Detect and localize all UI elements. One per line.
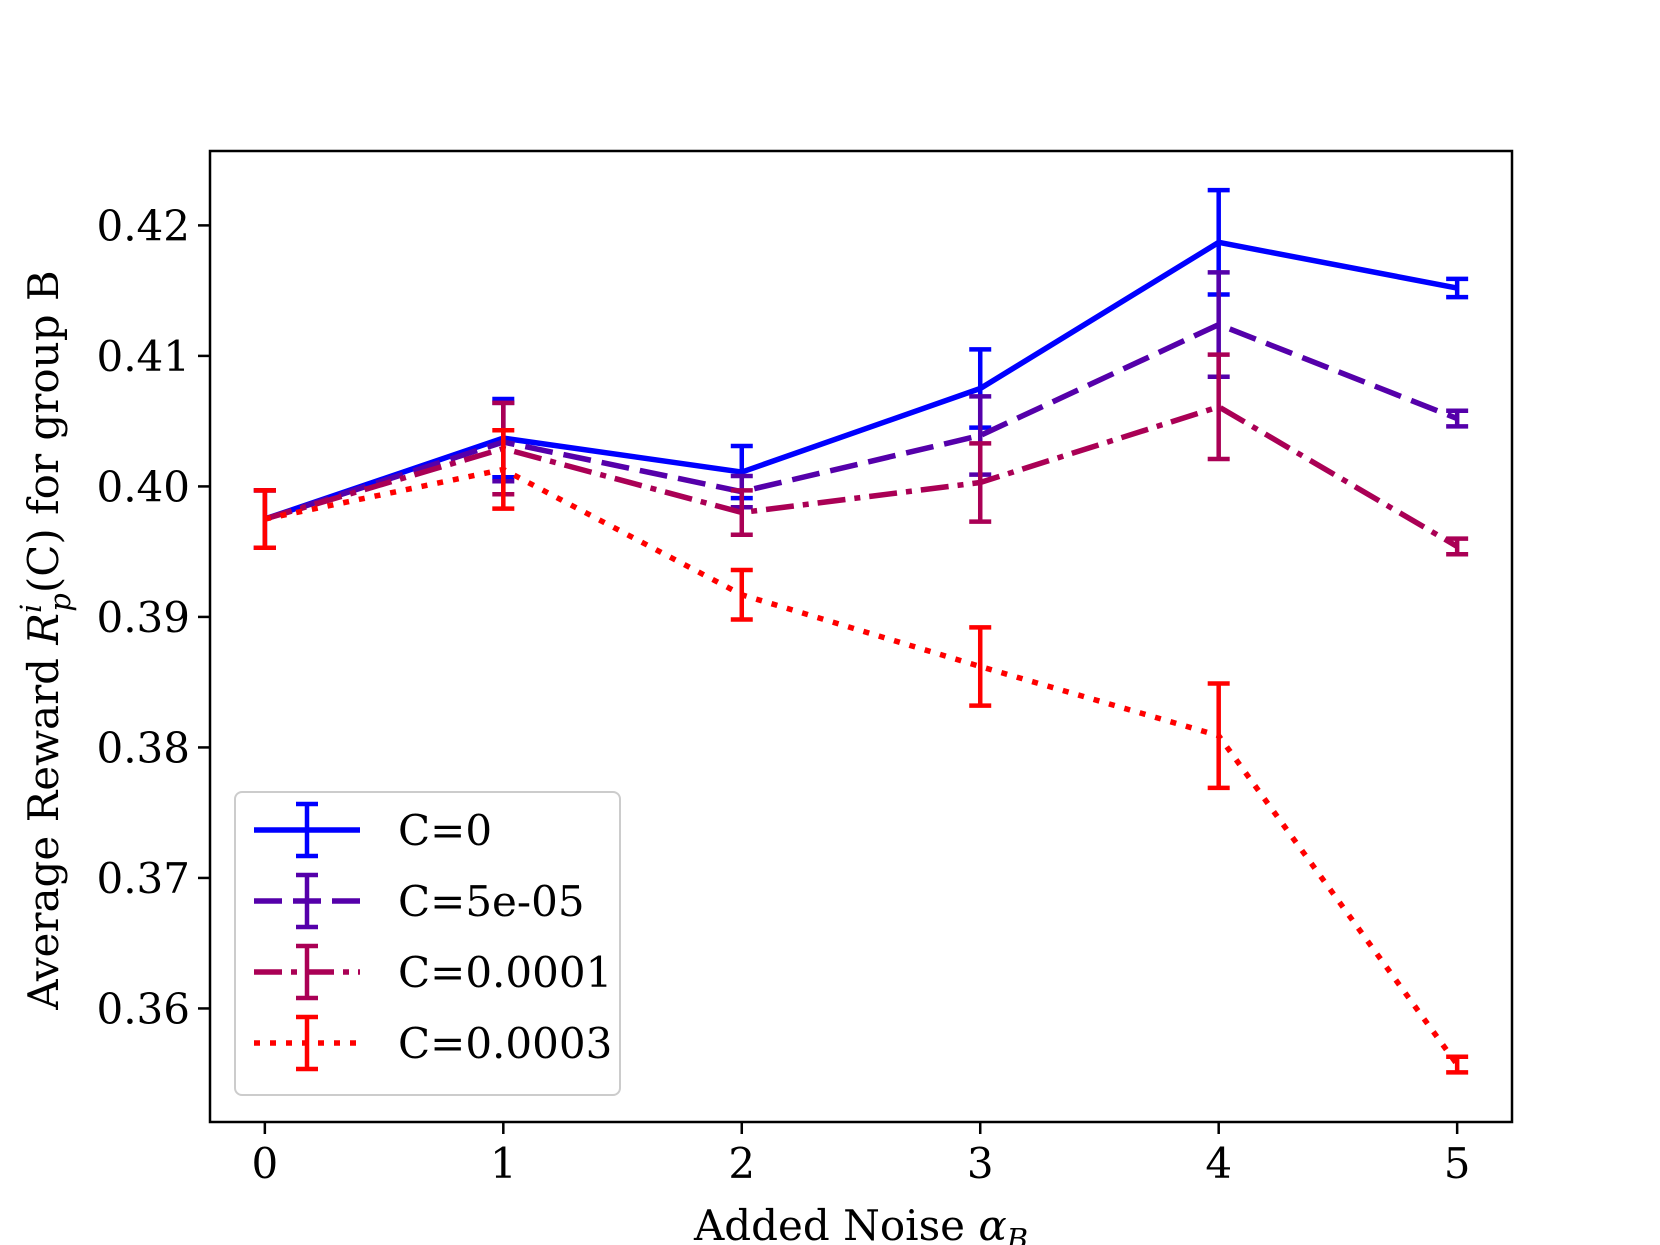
- x-axis-label: Added Noise αB: [693, 1201, 1028, 1245]
- error-bar: [253, 488, 276, 551]
- series-4: [253, 428, 1469, 1075]
- y-axis-label: Average Reward Rip(C) for group B: [14, 270, 77, 1011]
- y-tick-label: 0.38: [96, 723, 190, 772]
- x-tick-label: 3: [967, 1139, 994, 1188]
- error-bar: [1207, 681, 1230, 791]
- error-bar: [1446, 408, 1469, 429]
- error-bar: [969, 441, 992, 524]
- y-tick-label: 0.40: [96, 462, 190, 511]
- legend: C=0 C=5e-05 C=0.0001 C=0.0003: [234, 791, 621, 1096]
- legend-frame: [234, 791, 621, 1096]
- legend-label: C=0.0003: [398, 1019, 612, 1068]
- y-axis-label-prefix: Average Reward: [19, 645, 68, 1011]
- x-axis-label-subscript: B: [1006, 1222, 1028, 1245]
- y-axis-label-superscript: i: [14, 604, 48, 613]
- x-axis-label-text: Added Noise: [693, 1201, 978, 1245]
- error-bar: [730, 488, 753, 537]
- legend-label: C=0: [398, 806, 492, 855]
- series-line: [264, 321, 1459, 522]
- error-bar: [969, 625, 992, 708]
- legend-item: C=0: [254, 801, 492, 859]
- y-tick-label: 0.42: [96, 201, 190, 250]
- error-bar: [730, 567, 753, 622]
- y-axis-label-suffix: (C) for group B: [19, 270, 68, 593]
- legend-label: C=5e-05: [398, 877, 585, 926]
- x-tick-label: 4: [1205, 1139, 1232, 1188]
- error-bar: [1446, 1054, 1469, 1075]
- error-bar: [1446, 276, 1469, 300]
- y-axis-label-symbol: R: [19, 613, 68, 646]
- y-tick-label: 0.37: [96, 854, 190, 903]
- legend-item: C=0.0001: [254, 943, 612, 1001]
- y-tick-label: 0.36: [96, 984, 190, 1033]
- x-tick-label: 2: [728, 1139, 755, 1188]
- legend-item: C=5e-05: [254, 872, 585, 930]
- plot-frame: [208, 149, 1514, 1124]
- legend-item: C=0.0003: [254, 1014, 612, 1072]
- x-tick-label: 1: [490, 1139, 517, 1188]
- y-tick-label: 0.39: [96, 593, 190, 642]
- error-bar: [1446, 536, 1469, 557]
- legend-label: C=0.0001: [398, 948, 612, 997]
- series-line: [264, 466, 1460, 1067]
- y-axis-label-subscript: p: [43, 593, 77, 612]
- x-axis-label-symbol: α: [978, 1201, 1006, 1245]
- x-tick-label: 0: [251, 1139, 278, 1188]
- x-tick-label: 5: [1444, 1139, 1471, 1188]
- error-bar: [1207, 352, 1230, 462]
- error-bar: [492, 428, 515, 511]
- series-line: [263, 239, 1458, 522]
- y-tick-label: 0.41: [96, 332, 190, 381]
